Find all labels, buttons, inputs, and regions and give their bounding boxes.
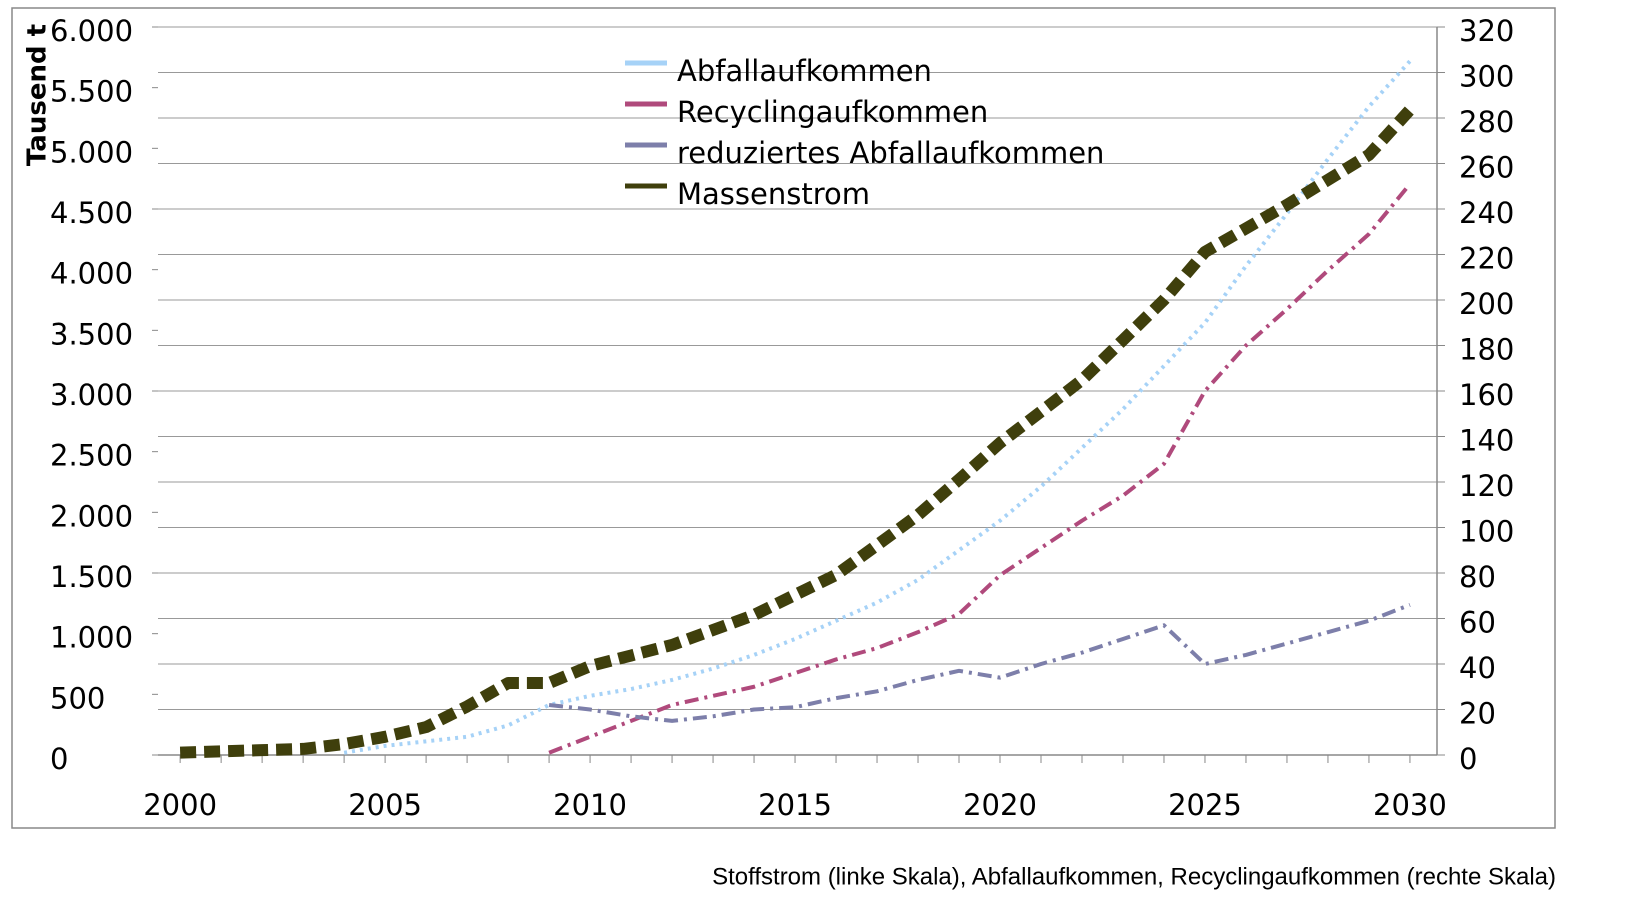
y2-tick-label: 140 bbox=[1459, 424, 1514, 458]
y2-tick-label: 300 bbox=[1459, 60, 1514, 94]
caption: Stoffstrom (linke Skala), Abfallaufkomme… bbox=[712, 863, 1556, 890]
y2-tick-label: 80 bbox=[1459, 560, 1496, 594]
y-tick-label: 3.500 bbox=[50, 317, 133, 351]
legend-label: Abfallaufkommen bbox=[677, 54, 932, 88]
y2-tick-label: 120 bbox=[1459, 469, 1514, 503]
y-tick-label: 4.000 bbox=[50, 257, 133, 291]
y2-tick-label: 100 bbox=[1459, 515, 1514, 549]
y-tick-label: 2.000 bbox=[50, 499, 133, 533]
y2-tick-label: 240 bbox=[1459, 196, 1514, 230]
series-line bbox=[179, 105, 1415, 759]
y-tick-label: 6.000 bbox=[50, 14, 133, 48]
y2-tick-label: 220 bbox=[1459, 242, 1514, 276]
y2-tick-label: 200 bbox=[1459, 287, 1514, 321]
legend-label: Massenstrom bbox=[677, 177, 870, 211]
y-tick-label: 1.000 bbox=[50, 621, 133, 655]
legend-label: reduziertes Abfallaufkommen bbox=[677, 136, 1104, 170]
y2-tick-label: 280 bbox=[1459, 105, 1514, 139]
x-tick-label: 2015 bbox=[758, 788, 832, 822]
x-tick-label: 2025 bbox=[1168, 788, 1242, 822]
y-axis-label: Tausend t bbox=[23, 24, 53, 166]
y2-tick-label: 40 bbox=[1459, 651, 1496, 685]
y2-tick-label: 0 bbox=[1459, 742, 1477, 776]
y-tick-label: 5.000 bbox=[50, 135, 133, 169]
y2-tick-label: 60 bbox=[1459, 606, 1496, 640]
y2-tick-label: 320 bbox=[1459, 14, 1514, 48]
x-tick-label: 2030 bbox=[1373, 788, 1447, 822]
series-line bbox=[548, 602, 1411, 723]
x-tick-label: 2010 bbox=[553, 788, 627, 822]
y2-tick-label: 160 bbox=[1459, 378, 1514, 412]
x-tick-label: 2020 bbox=[963, 788, 1037, 822]
x-tick-label: 2005 bbox=[348, 788, 422, 822]
x-tick-label: 2000 bbox=[143, 788, 217, 822]
y2-tick-label: 20 bbox=[1459, 697, 1496, 731]
y2-tick-label: 260 bbox=[1459, 151, 1514, 185]
legend-label: Recyclingaufkommen bbox=[677, 95, 988, 129]
y-tick-label: 2.500 bbox=[50, 439, 133, 473]
y-tick-label: 3.000 bbox=[50, 378, 133, 412]
chart-frame bbox=[11, 7, 1556, 829]
y-tick-label: 500 bbox=[50, 681, 105, 715]
y-tick-label: 4.500 bbox=[50, 196, 133, 230]
series-line bbox=[548, 182, 1412, 755]
y2-tick-label: 180 bbox=[1459, 333, 1514, 367]
y-tick-label: 5.500 bbox=[50, 75, 133, 109]
y-tick-label: 1.500 bbox=[50, 560, 133, 594]
y-tick-label: 0 bbox=[50, 742, 68, 776]
